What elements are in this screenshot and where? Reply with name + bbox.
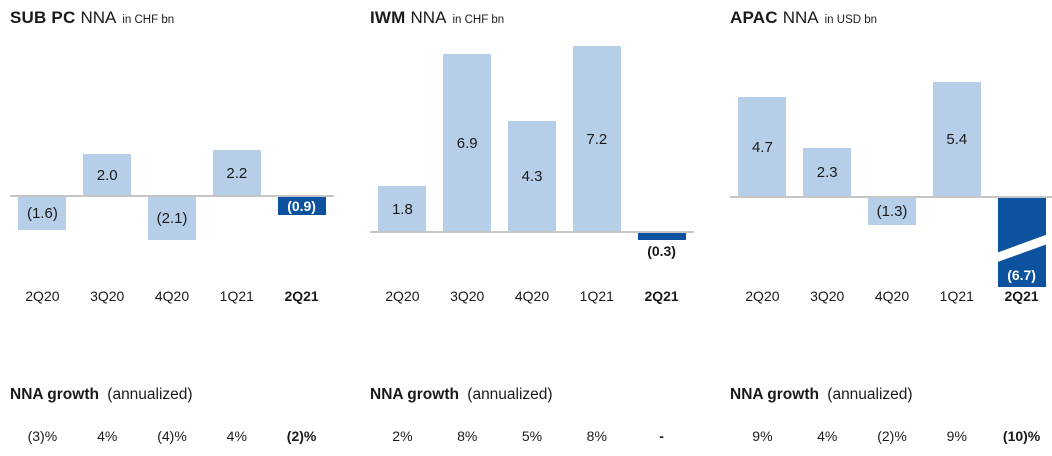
bar-3q20: 6.9 <box>443 54 492 232</box>
bar-value-label-4q20: (1.3) <box>876 202 908 220</box>
chart-panel-sub-pc: SUB PC NNA in CHF bn (1.6) 2.0 (2.1) 2.2 (0.… <box>10 0 334 456</box>
x-axis-label-2q20: 2Q20 <box>385 288 420 304</box>
chart-title-iwm: IWM NNA in CHF bn <box>370 8 504 28</box>
bar-value-label-1q21: 5.4 <box>946 131 968 148</box>
chart-title-apac: APAC NNA in USD bn <box>730 8 877 28</box>
x-axis-baseline <box>10 195 334 197</box>
chart-unit-label: in USD bn <box>824 14 878 26</box>
growth-title-regular: (annualized) <box>107 386 193 403</box>
bar-value-label-2q20: 1.8 <box>391 200 413 218</box>
growth-value-2q20: (3)% <box>27 428 58 444</box>
bar-value-label-2q21: (0.9) <box>287 197 316 214</box>
bar-value-label-3q20: 6.9 <box>456 134 478 152</box>
chart-title-rest: NNA <box>410 8 447 27</box>
growth-value-2q20: 9% <box>752 428 773 444</box>
growth-title-bold: NNA growth <box>370 386 459 403</box>
bar-1q21: 5.4 <box>932 82 981 197</box>
bar-1q21: 2.2 <box>212 150 261 196</box>
bar-value-label-4q20: (2.1) <box>156 209 188 227</box>
bar-2q20: 1.8 <box>378 186 427 232</box>
bar-2q21: (6.7) <box>997 197 1046 287</box>
growth-title-bold: NNA growth <box>10 386 99 403</box>
bar-plot-apac: 4.7 2.3 (1.3) 5.4 (6.7) <box>730 0 1052 320</box>
bar-3q20: 2.3 <box>803 148 852 197</box>
chart-title-sub-pc: SUB PC NNA in CHF bn <box>10 8 174 28</box>
chart-unit-label: in CHF bn <box>122 14 175 26</box>
bar-1q21: 7.2 <box>572 46 621 232</box>
x-axis-label-1q21: 1Q21 <box>579 288 614 304</box>
bar-plot-sub-pc: (1.6) 2.0 (2.1) 2.2 (0.9) <box>10 0 334 320</box>
bar-2q20: (1.6) <box>18 196 67 230</box>
x-axis-label-2q21: 2Q21 <box>644 288 679 304</box>
growth-value-1q21: 8% <box>586 428 607 444</box>
growth-title: NNA growth (annualized) <box>730 386 913 404</box>
x-axis-label-3q20: 3Q20 <box>450 288 485 304</box>
growth-value-2q21: (2)% <box>286 428 317 444</box>
growth-value-3q20: 4% <box>817 428 838 444</box>
bar-value-label-2q20: 4.7 <box>751 138 773 156</box>
growth-value-2q21: (10)% <box>1002 428 1041 444</box>
bar-value-label-2q21: (0.3) <box>647 242 676 259</box>
growth-title: NNA growth (annualized) <box>10 386 193 404</box>
x-axis-label-3q20: 3Q20 <box>90 288 125 304</box>
chart-unit-label: in CHF bn <box>452 14 505 26</box>
chart-title-bold: APAC <box>730 8 778 27</box>
growth-value-4q20: (4)% <box>157 428 187 444</box>
growth-value-2q21: - <box>659 428 664 444</box>
growth-value-3q20: 8% <box>457 428 478 444</box>
x-axis-label-2q21: 2Q21 <box>284 288 319 304</box>
growth-value-4q20: (2)% <box>877 428 907 444</box>
bar-value-label-3q20: 2.3 <box>816 164 838 181</box>
growth-title: NNA growth (annualized) <box>370 386 553 404</box>
chart-panel-iwm: IWM NNA in CHF bn 1.8 6.9 4.3 7.2 (0.3) NNA … <box>370 0 694 456</box>
bar-3q20: 2.0 <box>83 154 132 196</box>
x-axis-label-4q20: 4Q20 <box>874 288 910 304</box>
bar-value-label-1q21: 2.2 <box>226 164 248 182</box>
x-axis-baseline <box>730 196 1052 198</box>
bar-value-label-3q20: 2.0 <box>96 166 118 184</box>
bar-value-label-4q20: 4.3 <box>521 168 543 185</box>
chart-title-bold: SUB PC <box>10 8 76 27</box>
axis-break-slash <box>997 234 1046 263</box>
bar-2q21 <box>637 232 686 240</box>
x-axis-label-3q20: 3Q20 <box>810 288 845 304</box>
x-axis-label-2q20: 2Q20 <box>745 288 780 304</box>
growth-value-1q21: 9% <box>946 428 967 444</box>
growth-title-regular: (annualized) <box>467 386 553 403</box>
chart-title-rest: NNA <box>80 8 117 27</box>
bar-4q20: (2.1) <box>148 196 196 240</box>
bar-value-label-1q21: 7.2 <box>586 130 608 148</box>
bar-4q20: (1.3) <box>868 197 916 225</box>
x-axis-label-4q20: 4Q20 <box>154 288 190 304</box>
bar-2q20: 4.7 <box>738 97 787 197</box>
growth-value-2q20: 2% <box>392 428 413 444</box>
chart-title-rest: NNA <box>782 8 819 27</box>
bar-2q21: (0.9) <box>277 196 326 215</box>
growth-value-1q21: 4% <box>226 428 247 444</box>
x-axis-label-1q21: 1Q21 <box>219 288 254 304</box>
x-axis-baseline <box>370 231 694 233</box>
growth-value-4q20: 5% <box>521 428 543 444</box>
growth-title-bold: NNA growth <box>730 386 819 403</box>
bar-value-label-2q21: (6.7) <box>1007 267 1036 283</box>
chart-panel-apac: APAC NNA in USD bn 4.7 2.3 (1.3) 5.4 (6.7) N… <box>730 0 1052 456</box>
x-axis-label-4q20: 4Q20 <box>514 288 550 304</box>
x-axis-label-2q20: 2Q20 <box>25 288 60 304</box>
x-axis-label-2q21: 2Q21 <box>1004 288 1039 304</box>
chart-title-bold: IWM <box>370 8 406 27</box>
x-axis-label-1q21: 1Q21 <box>939 288 974 304</box>
bar-plot-iwm: 1.8 6.9 4.3 7.2 (0.3) <box>370 0 694 320</box>
bar-4q20: 4.3 <box>508 121 556 232</box>
growth-title-regular: (annualized) <box>827 386 913 403</box>
bar-value-label-2q20: (1.6) <box>26 204 58 222</box>
growth-value-3q20: 4% <box>97 428 118 444</box>
